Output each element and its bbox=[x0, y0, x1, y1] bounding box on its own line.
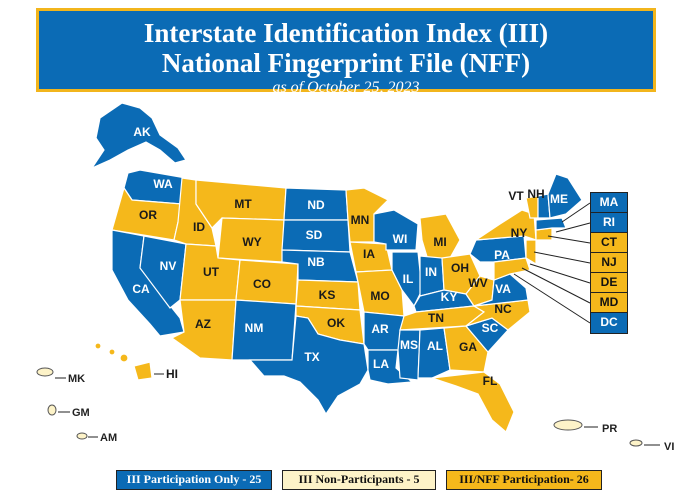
label-la: LA bbox=[373, 357, 389, 371]
label-mt: MT bbox=[234, 197, 252, 211]
box-ri[interactable]: RI bbox=[590, 212, 628, 234]
box-md[interactable]: MD bbox=[590, 292, 628, 314]
label-ga: GA bbox=[459, 340, 477, 354]
ri-leader bbox=[555, 222, 591, 233]
label-ia: IA bbox=[363, 247, 375, 261]
state-nj[interactable] bbox=[525, 239, 537, 266]
label-oh: OH bbox=[451, 261, 469, 275]
state-ga[interactable] bbox=[443, 325, 489, 373]
label-ak: AK bbox=[133, 125, 151, 139]
label-il: IL bbox=[403, 272, 414, 286]
label-pa: PA bbox=[494, 248, 510, 262]
label-fl: FL bbox=[483, 374, 498, 388]
label-wy: WY bbox=[242, 235, 261, 249]
label-me: ME bbox=[550, 192, 568, 206]
state-me[interactable] bbox=[547, 173, 583, 219]
ma-leader bbox=[561, 202, 591, 223]
label-am: AM bbox=[100, 432, 117, 444]
label-mi: MI bbox=[433, 235, 446, 249]
box-ma[interactable]: MA bbox=[590, 192, 628, 214]
title-line-1: Interstate Identification Index (III) bbox=[143, 18, 549, 48]
label-or: OR bbox=[139, 208, 157, 222]
legend-non-participants: III Non-Participants - 5 bbox=[282, 470, 436, 490]
label-vt: VT bbox=[508, 189, 524, 203]
md-leader bbox=[521, 267, 591, 304]
label-in: IN bbox=[425, 265, 437, 279]
label-ca: CA bbox=[132, 282, 150, 296]
box-ct[interactable]: CT bbox=[590, 232, 628, 254]
title-line-2: National Fingerprint File (NFF) bbox=[161, 48, 531, 78]
label-sc: SC bbox=[482, 321, 499, 335]
label-va: VA bbox=[495, 282, 511, 296]
dc-leader bbox=[513, 273, 591, 324]
label-sd: SD bbox=[306, 228, 323, 242]
label-nh: NH bbox=[527, 187, 544, 201]
territory-gm-shape[interactable] bbox=[47, 404, 57, 416]
label-vi: VI bbox=[664, 441, 674, 453]
label-id: ID bbox=[193, 220, 205, 234]
legend-iii-only: III Participation Only - 25 bbox=[116, 470, 272, 490]
de-leader bbox=[529, 263, 591, 284]
hawaii-island bbox=[119, 353, 129, 363]
label-pr: PR bbox=[602, 423, 617, 435]
ct-leader bbox=[547, 235, 591, 244]
label-nb: NB bbox=[307, 255, 325, 269]
state-md[interactable] bbox=[493, 257, 531, 281]
label-tn: TN bbox=[428, 311, 444, 325]
label-mo: MO bbox=[370, 289, 389, 303]
label-gm: GM bbox=[72, 407, 90, 419]
label-ms: MS bbox=[400, 338, 418, 352]
label-ks: KS bbox=[319, 288, 336, 302]
label-nc: NC bbox=[494, 302, 512, 316]
label-hi: HI bbox=[166, 367, 178, 381]
label-ar: AR bbox=[371, 322, 389, 336]
state-wi[interactable] bbox=[373, 209, 419, 251]
territory-am-shape[interactable] bbox=[76, 432, 88, 440]
label-mn: MN bbox=[351, 213, 370, 227]
label-nd: ND bbox=[307, 198, 325, 212]
box-nj[interactable]: NJ bbox=[590, 252, 628, 274]
territory-pr-shape[interactable] bbox=[553, 419, 583, 431]
box-dc[interactable]: DC bbox=[590, 312, 628, 334]
label-mk: MK bbox=[68, 373, 85, 385]
label-ky: KY bbox=[441, 290, 458, 304]
title-banner: Interstate Identification Index (III) Na… bbox=[36, 8, 656, 96]
territory-mk-shape[interactable] bbox=[36, 367, 54, 377]
state-hi[interactable] bbox=[133, 361, 153, 381]
state-ms[interactable] bbox=[397, 329, 421, 381]
label-ut: UT bbox=[203, 265, 220, 279]
state-ma[interactable] bbox=[535, 217, 567, 231]
label-tx: TX bbox=[304, 350, 319, 364]
legend-nff: III/NFF Participation- 26 bbox=[446, 470, 602, 490]
state-tx[interactable] bbox=[248, 315, 369, 416]
state-fl[interactable] bbox=[431, 371, 515, 434]
nj-leader bbox=[533, 251, 591, 264]
label-nv: NV bbox=[160, 259, 177, 273]
hawaii-island bbox=[108, 348, 116, 356]
label-co: CO bbox=[253, 277, 271, 291]
box-de[interactable]: DE bbox=[590, 272, 628, 294]
state-al[interactable] bbox=[417, 327, 451, 379]
label-nm: NM bbox=[245, 321, 264, 335]
state-nc[interactable] bbox=[465, 299, 531, 331]
state-nv[interactable] bbox=[139, 235, 187, 309]
state-ak[interactable] bbox=[90, 102, 187, 170]
hawaii-island bbox=[94, 342, 102, 350]
state-nm[interactable] bbox=[231, 299, 297, 361]
label-wa: WA bbox=[153, 177, 173, 191]
label-al: AL bbox=[427, 339, 443, 353]
label-wv: WV bbox=[468, 276, 487, 290]
label-ok: OK bbox=[327, 316, 345, 330]
territory-vi-shape[interactable] bbox=[629, 439, 643, 447]
label-wi: WI bbox=[393, 232, 408, 246]
label-ny: NY bbox=[511, 226, 528, 240]
label-az: AZ bbox=[195, 317, 211, 331]
title-date: as of October 25, 2023 bbox=[272, 79, 420, 96]
